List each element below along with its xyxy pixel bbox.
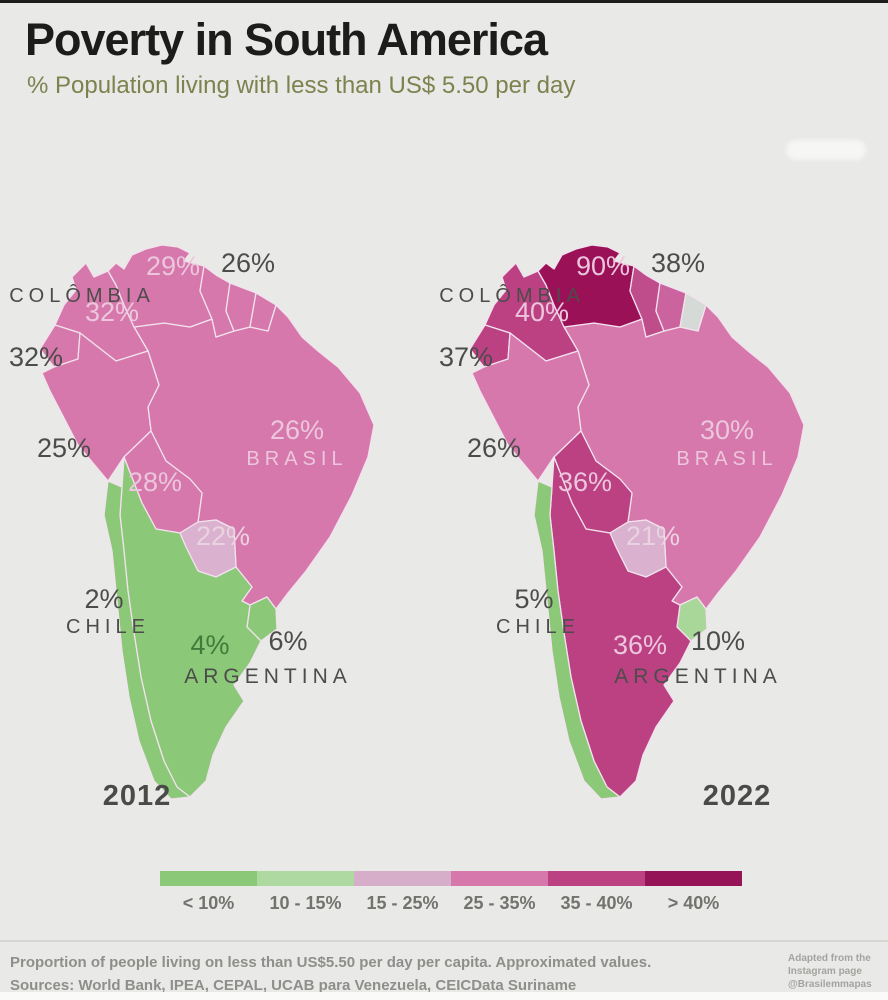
legend-label-lt10: < 10% — [182, 893, 235, 913]
legend-swatch-lt10 — [160, 871, 257, 886]
top-edge-border — [0, 0, 888, 3]
label-brazil-name: BRASIL — [246, 448, 347, 470]
label-argentina-value: 36% — [613, 630, 667, 660]
country-venezuela — [537, 244, 643, 328]
label-chile-value: 2% — [84, 584, 123, 614]
label-colombia-value: 32% — [85, 297, 139, 327]
label-colombia-value: 40% — [515, 297, 569, 327]
country-suriname — [655, 282, 687, 332]
label-argentina-name: ARGENTINA — [184, 665, 352, 688]
watermark-blur-artifact — [786, 140, 866, 160]
map-2022-labels: COLÔMBIA 40% 90% 38% 37% 26% 30% BRASIL … — [439, 248, 782, 812]
legend-label-10-15: 10 - 15% — [269, 893, 342, 913]
country-peru — [471, 332, 590, 482]
attribution-line-1: Adapted from the — [788, 953, 871, 964]
label-chile-name: CHILE — [66, 616, 150, 638]
label-chile-value: 5% — [514, 584, 553, 614]
country-french-guiana — [249, 292, 277, 332]
label-bolivia-value: 28% — [128, 467, 182, 497]
legend-item: 10 - 15% — [257, 871, 354, 914]
label-chile-name: CHILE — [496, 616, 580, 638]
legend-swatch-gt40 — [645, 871, 742, 886]
legend-label-gt40: > 40% — [667, 893, 720, 913]
legend-label-15-25: 15 - 25% — [366, 893, 439, 913]
map-2022: COLÔMBIA 40% 90% 38% 37% 26% 30% BRASIL … — [439, 244, 805, 812]
label-guyana-value: 38% — [651, 248, 705, 278]
footer-divider — [0, 940, 888, 942]
legend-swatch-10-15 — [257, 871, 354, 886]
label-argentina-name: ARGENTINA — [614, 665, 782, 688]
label-paraguay-value: 22% — [196, 521, 250, 551]
label-uruguay-value: 10% — [691, 626, 745, 656]
footer-note: Proportion of people living on less than… — [10, 954, 652, 971]
bottom-edge — [0, 992, 888, 1000]
legend-item: < 10% — [160, 871, 257, 914]
legend-item: > 40% — [645, 871, 742, 914]
legend-item: 25 - 35% — [451, 871, 548, 914]
legend-label-25-35: 25 - 35% — [463, 893, 536, 913]
footer-sources: Sources: World Bank, IPEA, CEPAL, UCAB p… — [10, 977, 577, 994]
country-peru — [41, 332, 160, 482]
legend-item: 35 - 40% — [548, 871, 645, 914]
label-ecuador-value: 37% — [439, 342, 493, 372]
map-2012-countries — [39, 244, 375, 800]
country-chile — [533, 480, 621, 800]
year-label-2012: 2012 — [103, 780, 172, 812]
year-label-2022: 2022 — [703, 780, 772, 812]
footer-notes: Proportion of people living on less than… — [10, 951, 780, 997]
legend-swatch-25-35 — [451, 871, 548, 886]
map-2012-labels: COLÔMBIA 32% 29% 26% 32% 25% 26% BRASIL … — [9, 248, 352, 812]
legend-label-35-40: 35 - 40% — [560, 893, 633, 913]
label-brazil-value: 26% — [270, 415, 324, 445]
country-french-guiana — [679, 292, 707, 332]
label-ecuador-value: 32% — [9, 342, 63, 372]
map-2012: COLÔMBIA 32% 29% 26% 32% 25% 26% BRASIL … — [9, 244, 375, 812]
label-venezuela-value: 29% — [146, 251, 200, 281]
label-venezuela-value: 90% — [576, 251, 630, 281]
label-argentina-value: 4% — [190, 630, 229, 660]
country-chile — [103, 480, 191, 800]
attribution-line-2: Instagram page — [788, 966, 862, 977]
attribution: Adapted from the Instagram page @Brasile… — [788, 952, 883, 991]
label-colombia-name: COLÔMBIA — [9, 284, 155, 307]
country-venezuela — [107, 244, 213, 328]
label-brazil-value: 30% — [700, 415, 754, 445]
map-2022-countries — [469, 244, 805, 800]
country-suriname — [225, 282, 257, 332]
label-paraguay-value: 21% — [626, 521, 680, 551]
label-peru-value: 26% — [467, 433, 521, 463]
legend: < 10% 10 - 15% 15 - 25% 25 - 35% 35 - 40… — [160, 871, 742, 914]
label-guyana-value: 26% — [221, 248, 275, 278]
label-uruguay-value: 6% — [268, 626, 307, 656]
page-subtitle: % Population living with less than US$ 5… — [27, 72, 576, 99]
legend-swatch-15-25 — [354, 871, 451, 886]
legend-item: 15 - 25% — [354, 871, 451, 914]
page-title: Poverty in South America — [25, 14, 548, 65]
legend-swatch-35-40 — [548, 871, 645, 886]
label-colombia-name: COLÔMBIA — [439, 284, 585, 307]
label-peru-value: 25% — [37, 433, 91, 463]
label-brazil-name: BRASIL — [676, 448, 777, 470]
attribution-line-3: @Brasilemmapas — [788, 979, 872, 990]
label-bolivia-value: 36% — [558, 467, 612, 497]
